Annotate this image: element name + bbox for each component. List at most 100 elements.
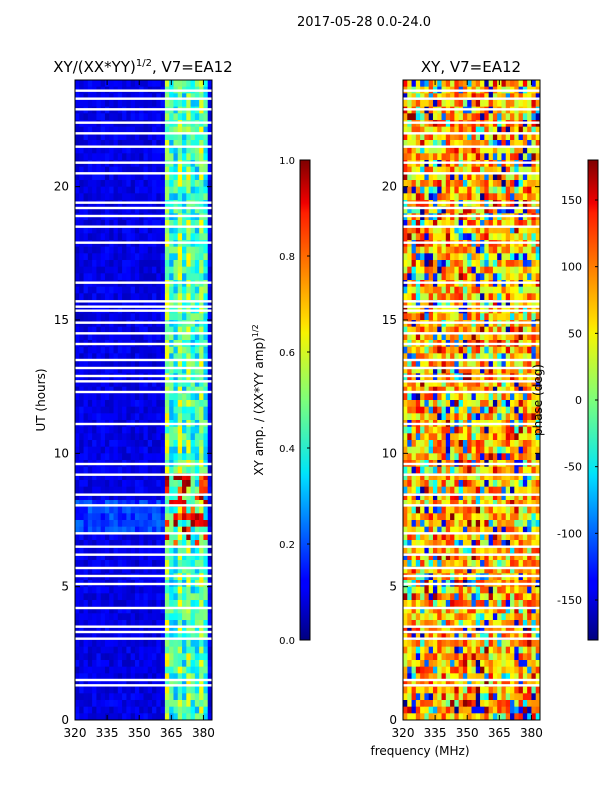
amplitude-heatmap-cell — [152, 546, 157, 554]
amplitude-heatmap-cell — [207, 386, 212, 394]
amplitude-heatmap-cell — [100, 260, 106, 268]
phase-heatmap-cell — [484, 206, 490, 214]
amplitude-heatmap-cell — [199, 133, 204, 141]
amplitude-heatmap-cell — [92, 246, 97, 254]
phase-heatmap-cell — [462, 346, 468, 354]
amplitude-heatmap-cell — [186, 140, 191, 148]
amplitude-heatmap-cell — [100, 113, 106, 121]
phase-heatmap-cell — [527, 226, 532, 234]
amplitude-heatmap-cell — [113, 453, 119, 461]
amplitude-heatmap-cell — [186, 406, 191, 414]
amplitude-heatmap-cell — [96, 633, 102, 641]
phase-heatmap-cell — [441, 353, 447, 361]
phase-heatmap-cell — [475, 113, 481, 121]
phase-heatmap-cell — [450, 246, 455, 254]
amplitude-heatmap-cell — [113, 80, 119, 88]
phase-heatmap-cell — [437, 300, 442, 308]
amplitude-heatmap-cell — [164, 220, 170, 228]
amplitude-heatmap-cell — [83, 313, 89, 321]
amplitude-heatmap-cell — [113, 686, 119, 694]
amplitude-heatmap-cell — [203, 286, 209, 294]
amplitude-heatmap-cell — [186, 626, 191, 634]
amplitude-heatmap-cell — [169, 446, 174, 454]
amplitude-heatmap-cell — [104, 400, 110, 408]
amplitude-heatmap-cell — [169, 673, 174, 681]
amplitude-heatmap-cell — [160, 526, 166, 534]
amplitude-heatmap-cell — [104, 706, 110, 714]
amplitude-heatmap-cell — [113, 393, 119, 401]
phase-heatmap-cell — [501, 253, 507, 261]
amplitude-heatmap-cell — [117, 633, 123, 641]
amplitude-heatmap-cell — [75, 493, 80, 501]
amplitude-heatmap-cell — [139, 440, 144, 448]
amplitude-heatmap-cell — [130, 693, 136, 701]
amplitude-heatmap-cell — [96, 613, 102, 621]
phase-heatmap-cell — [492, 100, 498, 108]
amplitude-heatmap-cell — [117, 480, 123, 488]
amplitude-heatmap-cell — [79, 113, 84, 121]
amplitude-heatmap-cell — [100, 206, 106, 214]
amplitude-heatmap-cell — [122, 660, 127, 668]
amplitude-heatmap-cell — [87, 606, 93, 614]
amplitude-heatmap-cell — [92, 593, 97, 601]
amplitude-heatmap-cell — [177, 506, 183, 514]
phase-heatmap-cell — [497, 293, 502, 301]
phase-heatmap-cell — [432, 360, 438, 368]
phase-heatmap-cell — [488, 193, 494, 201]
phase-heatmap-cell — [437, 346, 442, 354]
phase-heatmap-cell — [467, 313, 472, 321]
amplitude-heatmap-cell — [152, 366, 157, 374]
amplitude-heatmap-cell — [87, 533, 93, 541]
amplitude-heatmap-cell — [126, 486, 132, 494]
amplitude-heatmap-cell — [152, 193, 157, 201]
amplitude-heatmap-cell — [152, 253, 157, 261]
phase-heatmap-cell — [518, 186, 524, 194]
phase-heatmap-cell — [407, 93, 412, 101]
amplitude-heatmap-cell — [169, 546, 174, 554]
amplitude-heatmap-cell — [147, 186, 153, 194]
amplitude-heatmap-cell — [122, 500, 127, 508]
phase-heatmap-cell — [454, 180, 460, 188]
amplitude-heatmap-cell — [96, 393, 102, 401]
amplitude-heatmap-cell — [164, 206, 170, 214]
amplitude-heatmap-cell — [139, 180, 144, 188]
amplitude-heatmap-cell — [75, 380, 80, 388]
phase-heatmap-cell — [471, 366, 477, 374]
amplitude-heatmap-cell — [182, 260, 187, 268]
amplitude-heatmap-cell — [143, 193, 149, 201]
amplitude-heatmap-cell — [207, 593, 212, 601]
amplitude-heatmap-cell — [96, 673, 102, 681]
amplitude-heatmap-cell — [96, 380, 102, 388]
amplitude-heatmap-cell — [134, 646, 140, 654]
amplitude-heatmap-cell — [113, 706, 119, 714]
amplitude-heatmap-cell — [122, 286, 127, 294]
phase-heatmap-cell — [522, 233, 528, 241]
phase-heatmap-cell — [424, 286, 430, 294]
phase-heatmap-cell — [480, 93, 485, 101]
amplitude-heatmap-cell — [139, 100, 144, 108]
phase-heatmap-cell — [415, 260, 421, 268]
amplitude-heatmap-cell — [122, 613, 127, 621]
amplitude-heatmap-cell — [186, 126, 191, 134]
phase-heatmap-cell — [484, 433, 490, 441]
phase-heatmap-cell — [424, 366, 430, 374]
phase-heatmap-cell — [488, 453, 494, 461]
phase-heatmap-cell — [518, 180, 524, 188]
amplitude-heatmap-cell — [139, 140, 144, 148]
phase-heatmap-cell — [518, 286, 524, 294]
amplitude-heatmap-cell — [139, 686, 144, 694]
amplitude-heatmap-cell — [104, 446, 110, 454]
amplitude-heatmap-cell — [104, 473, 110, 481]
phase-heatmap-cell — [407, 126, 412, 134]
phase-heatmap-cell — [527, 206, 532, 214]
amplitude-heatmap-cell — [79, 546, 84, 554]
amplitude-heatmap-cell — [100, 400, 106, 408]
phase-heatmap-cell — [415, 173, 421, 181]
phase-heatmap-cell — [510, 133, 515, 141]
amplitude-heatmap-cell — [143, 426, 149, 434]
phase-heatmap-cell — [462, 246, 468, 254]
phase-heatmap-cell — [437, 140, 442, 148]
amplitude-heatmap-cell — [100, 546, 106, 554]
amplitude-heatmap-cell — [113, 353, 119, 361]
amplitude-heatmap-cell — [186, 713, 191, 720]
